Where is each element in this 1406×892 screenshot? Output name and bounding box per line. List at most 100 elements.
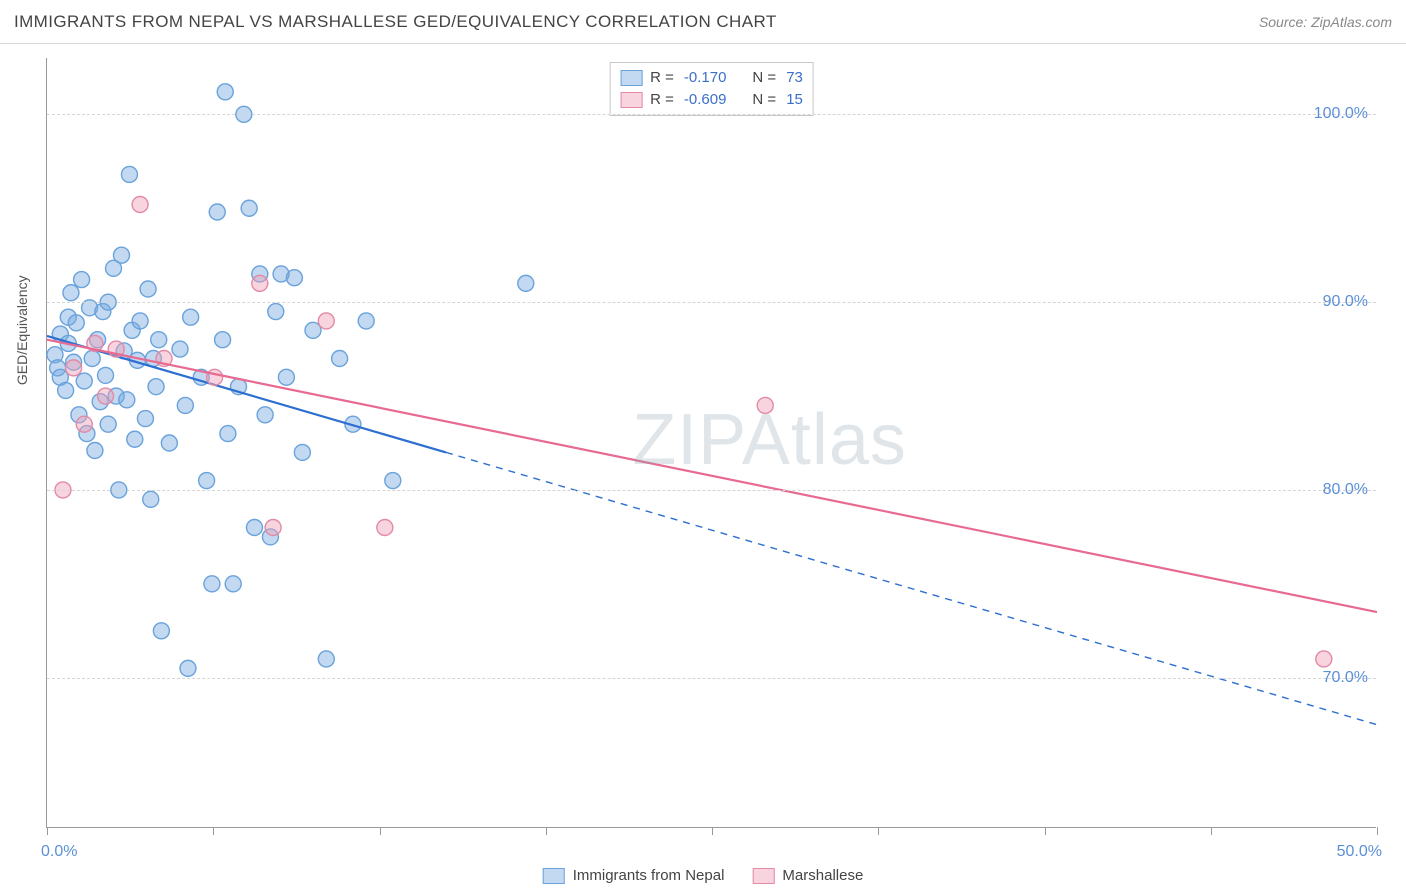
- data-point: [377, 520, 393, 536]
- y-tick-label: 100.0%: [1314, 105, 1368, 123]
- data-point: [183, 309, 199, 325]
- data-point: [151, 332, 167, 348]
- data-point: [143, 491, 159, 507]
- data-point: [180, 660, 196, 676]
- data-point: [132, 196, 148, 212]
- data-point: [385, 473, 401, 489]
- data-point: [217, 84, 233, 100]
- data-point: [220, 426, 236, 442]
- data-point: [137, 411, 153, 427]
- plot-area: ZIPAtlas R =-0.170N =73R =-0.609N =15 70…: [46, 58, 1376, 828]
- legend-item: Marshallese: [752, 867, 863, 884]
- trend-line: [47, 340, 1377, 612]
- legend-item: Immigrants from Nepal: [543, 867, 725, 884]
- x-tick: [878, 827, 879, 835]
- data-point: [113, 247, 129, 263]
- y-tick-label: 70.0%: [1323, 669, 1368, 687]
- data-point: [209, 204, 225, 220]
- data-point: [66, 360, 82, 376]
- legend-n-label: N =: [752, 67, 776, 89]
- chart-svg: [47, 58, 1376, 827]
- legend-label: Marshallese: [782, 867, 863, 884]
- data-point: [207, 369, 223, 385]
- x-tick: [1211, 827, 1212, 835]
- data-point: [278, 369, 294, 385]
- x-tick: [712, 827, 713, 835]
- data-point: [252, 275, 268, 291]
- legend-r-label: R =: [650, 67, 674, 89]
- data-point: [74, 272, 90, 288]
- x-tick: [546, 827, 547, 835]
- data-point: [268, 304, 284, 320]
- x-label-min: 0.0%: [41, 843, 77, 861]
- data-point: [121, 166, 137, 182]
- gridline-h: [47, 302, 1376, 303]
- legend-r-label: R =: [650, 89, 674, 111]
- data-point: [84, 350, 100, 366]
- x-tick: [213, 827, 214, 835]
- data-point: [225, 576, 241, 592]
- x-tick: [47, 827, 48, 835]
- data-point: [518, 275, 534, 291]
- data-point: [265, 520, 281, 536]
- trend-line-extrapolated: [446, 452, 1377, 724]
- data-point: [76, 373, 92, 389]
- x-tick: [1377, 827, 1378, 835]
- legend-swatch: [620, 92, 642, 108]
- data-point: [241, 200, 257, 216]
- legend-r-value: -0.609: [684, 89, 727, 111]
- data-point: [257, 407, 273, 423]
- legend-n-value: 73: [786, 67, 803, 89]
- legend-row: R = -0.170 N = 73: [620, 67, 803, 89]
- data-point: [318, 313, 334, 329]
- series-legend: Immigrants from Nepal Marshallese: [543, 867, 864, 884]
- data-point: [172, 341, 188, 357]
- data-point: [294, 444, 310, 460]
- gridline-h: [47, 678, 1376, 679]
- gridline-h: [47, 114, 1376, 115]
- data-point: [161, 435, 177, 451]
- legend-row: R = -0.609 N = 15: [620, 89, 803, 111]
- legend-swatch: [752, 868, 774, 884]
- data-point: [63, 285, 79, 301]
- legend-n-label: N =: [752, 89, 776, 111]
- data-point: [68, 315, 84, 331]
- data-point: [140, 281, 156, 297]
- data-point: [98, 367, 114, 383]
- legend-swatch: [543, 868, 565, 884]
- data-point: [98, 388, 114, 404]
- legend-swatch: [620, 70, 642, 86]
- data-point: [127, 431, 143, 447]
- data-point: [1316, 651, 1332, 667]
- data-point: [132, 313, 148, 329]
- legend-n-value: 15: [786, 89, 803, 111]
- chart-source: Source: ZipAtlas.com: [1259, 14, 1392, 30]
- data-point: [153, 623, 169, 639]
- legend-r-value: -0.170: [684, 67, 727, 89]
- x-label-max: 50.0%: [1337, 843, 1382, 861]
- data-point: [215, 332, 231, 348]
- x-tick: [1045, 827, 1046, 835]
- data-point: [148, 379, 164, 395]
- data-point: [286, 270, 302, 286]
- data-point: [318, 651, 334, 667]
- data-point: [332, 350, 348, 366]
- chart-title: IMMIGRANTS FROM NEPAL VS MARSHALLESE GED…: [14, 12, 777, 32]
- y-tick-label: 90.0%: [1323, 293, 1368, 311]
- data-point: [204, 576, 220, 592]
- data-point: [246, 520, 262, 536]
- data-point: [119, 392, 135, 408]
- data-point: [100, 416, 116, 432]
- data-point: [177, 397, 193, 413]
- y-axis-title: GED/Equivalency: [14, 275, 30, 385]
- chart-header: IMMIGRANTS FROM NEPAL VS MARSHALLESE GED…: [0, 0, 1406, 44]
- gridline-h: [47, 490, 1376, 491]
- data-point: [76, 416, 92, 432]
- data-point: [87, 443, 103, 459]
- data-point: [757, 397, 773, 413]
- legend-label: Immigrants from Nepal: [573, 867, 725, 884]
- x-tick: [380, 827, 381, 835]
- correlation-legend: R = -0.170 N = 73 R = -0.609 N = 15: [609, 62, 814, 116]
- data-point: [358, 313, 374, 329]
- data-point: [58, 382, 74, 398]
